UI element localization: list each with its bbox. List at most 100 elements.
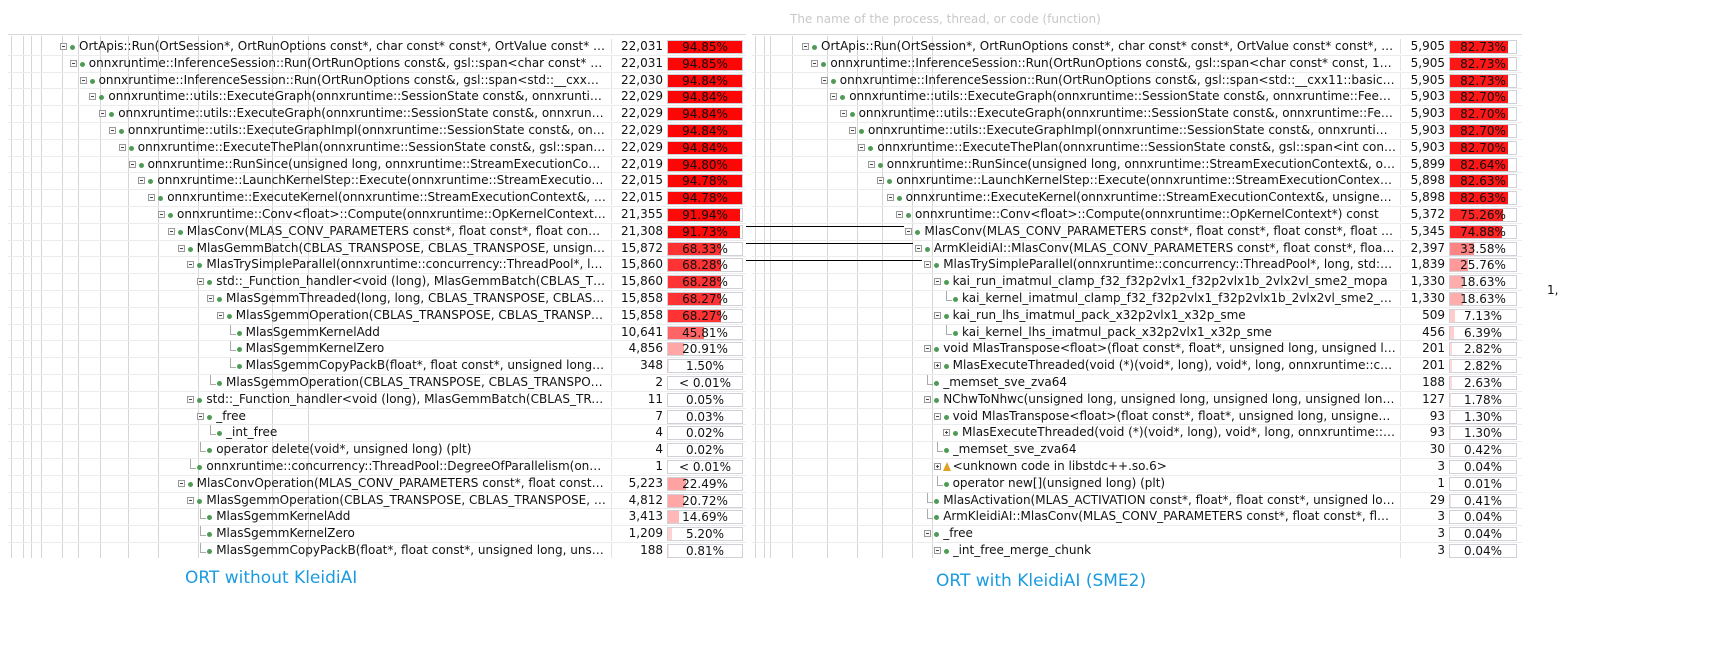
tree-row[interactable]: kai_kernel_imatmul_clamp_f32_f32p2vlx1_f… bbox=[752, 291, 1522, 308]
tree-row[interactable]: MlasSgemmKernelZero 1,209 5.20% bbox=[8, 526, 746, 543]
collapse-icon[interactable] bbox=[830, 93, 838, 101]
collapse-icon[interactable] bbox=[933, 547, 941, 554]
tree-row[interactable]: _memset_sve_zva64 30 0.42% bbox=[752, 442, 1522, 459]
tree-row[interactable]: MlasTrySimpleParallel(onnxruntime::concu… bbox=[8, 257, 746, 275]
collapse-icon[interactable] bbox=[849, 127, 856, 134]
tree-row[interactable]: onnxruntime::InferenceSession::Run(OrtRu… bbox=[8, 72, 746, 90]
collapse-icon[interactable] bbox=[924, 395, 932, 403]
tree-row[interactable]: OrtApis::Run(OrtSession*, OrtRunOptions … bbox=[752, 39, 1522, 56]
tree-row[interactable]: MlasTrySimpleParallel(onnxruntime::concu… bbox=[752, 257, 1522, 275]
tree-row[interactable]: std::_Function_handler<void (long), Mlas… bbox=[8, 391, 746, 409]
tree-row[interactable]: onnxruntime::ExecuteKernel(onnxruntime::… bbox=[752, 190, 1522, 207]
tree-row[interactable]: onnxruntime::utils::ExecuteGraph(onnxrun… bbox=[752, 89, 1522, 107]
expand-icon[interactable] bbox=[933, 362, 941, 370]
tree-row[interactable]: MlasSgemmOperation(CBLAS_TRANSPOSE, CBLA… bbox=[8, 307, 746, 325]
tree-row[interactable]: onnxruntime::Conv<float>::Compute(onnxru… bbox=[752, 207, 1522, 224]
tree-row[interactable]: onnxruntime::concurrency::ThreadPool::De… bbox=[8, 459, 746, 476]
tree-row[interactable]: _int_free 4 0.02% bbox=[8, 425, 746, 443]
collapse-icon[interactable] bbox=[118, 143, 126, 151]
collapse-icon[interactable] bbox=[177, 479, 185, 487]
collapse-icon[interactable] bbox=[811, 59, 819, 67]
tree-row[interactable]: onnxruntime::LaunchKernelStep::Execute(o… bbox=[8, 173, 746, 191]
collapse-icon[interactable] bbox=[867, 160, 875, 168]
tree-row[interactable]: void MlasTranspose<float>(float const*, … bbox=[752, 341, 1522, 359]
tree-row[interactable]: onnxruntime::RunSince(unsigned long, onn… bbox=[8, 156, 746, 174]
collapse-icon[interactable] bbox=[886, 194, 894, 202]
tree-row[interactable]: MlasSgemmOperation(CBLAS_TRANSPOSE, CBLA… bbox=[8, 492, 746, 510]
collapse-icon[interactable] bbox=[187, 261, 195, 269]
tree-row[interactable]: kai_kernel_lhs_imatmul_pack_x32p2vlx1_x3… bbox=[752, 324, 1522, 342]
collapse-icon[interactable] bbox=[187, 496, 195, 504]
collapse-icon[interactable] bbox=[99, 110, 107, 118]
collapse-icon[interactable] bbox=[924, 530, 932, 538]
tree-row[interactable]: onnxruntime::utils::ExecuteGraph(onnxrun… bbox=[8, 106, 746, 123]
tree-row[interactable]: MlasSgemmKernelZero 4,856 20.91% bbox=[8, 341, 746, 359]
tree-row[interactable]: void MlasTranspose<float>(float const*, … bbox=[752, 408, 1522, 426]
collapse-icon[interactable] bbox=[158, 211, 165, 218]
tree-row[interactable]: OrtApis::Run(OrtSession*, OrtRunOptions … bbox=[8, 39, 746, 56]
collapse-icon[interactable] bbox=[89, 93, 97, 101]
tree-row[interactable]: <unknown code in libstdc++.so.6> 3 0.04% bbox=[752, 459, 1522, 476]
tree-row[interactable]: MlasExecuteThreaded(void (*)(void*, long… bbox=[752, 358, 1522, 375]
collapse-icon[interactable] bbox=[905, 227, 913, 235]
tree-row[interactable]: MlasGemmBatch(CBLAS_TRANSPOSE, CBLAS_TRA… bbox=[8, 240, 746, 258]
tree-row[interactable]: ArmKleidiAI::MlasConv(MLAS_CONV_PARAMETE… bbox=[752, 240, 1522, 258]
tree-row[interactable]: onnxruntime::Conv<float>::Compute(onnxru… bbox=[8, 207, 746, 224]
tree-row[interactable]: MlasExecuteThreaded(void (*)(void*, long… bbox=[752, 425, 1522, 443]
collapse-icon[interactable] bbox=[933, 412, 941, 420]
collapse-icon[interactable] bbox=[924, 345, 932, 353]
collapse-icon[interactable] bbox=[877, 177, 885, 185]
tree-row[interactable]: NChwToNhwc(unsigned long, unsigned long,… bbox=[752, 391, 1522, 409]
tree-row[interactable]: MlasConv(MLAS_CONV_PARAMETERS const*, fl… bbox=[8, 223, 746, 241]
tree-row[interactable]: operator new[](unsigned long) (plt) 1 0.01… bbox=[752, 475, 1522, 493]
tree-row[interactable]: onnxruntime::RunSince(unsigned long, onn… bbox=[752, 156, 1522, 174]
collapse-icon[interactable] bbox=[914, 244, 922, 252]
tree-row[interactable]: MlasSgemmKernelAdd 10,641 45.81% bbox=[8, 324, 746, 342]
collapse-icon[interactable] bbox=[138, 177, 146, 185]
tree-row[interactable]: onnxruntime::utils::ExecuteGraphImpl(onn… bbox=[8, 123, 746, 140]
tree-row[interactable]: onnxruntime::utils::ExecuteGraph(onnxrun… bbox=[8, 89, 746, 107]
tree-row[interactable]: onnxruntime::ExecuteThePlan(onnxruntime:… bbox=[8, 139, 746, 157]
tree-row[interactable]: MlasSgemmKernelAdd 3,413 14.69% bbox=[8, 509, 746, 527]
collapse-icon[interactable] bbox=[187, 395, 195, 403]
collapse-icon[interactable] bbox=[839, 110, 847, 118]
tree-row[interactable]: kai_run_imatmul_clamp_f32_f32p2vlx1_f32p… bbox=[752, 274, 1522, 291]
tree-row[interactable]: onnxruntime::InferenceSession::Run(OrtRu… bbox=[752, 55, 1522, 73]
tree-row[interactable]: std::_Function_handler<void (long), Mlas… bbox=[8, 274, 746, 291]
collapse-icon[interactable] bbox=[177, 244, 185, 252]
tree-row[interactable]: _int_free_merge_chunk 3 0.04% bbox=[752, 543, 1522, 558]
tree-row[interactable]: kai_run_lhs_imatmul_pack_x32p2vlx1_x32p_… bbox=[752, 307, 1522, 325]
collapse-icon[interactable] bbox=[197, 278, 205, 286]
tree-row[interactable]: MlasSgemmThreaded(long, long, CBLAS_TRAN… bbox=[8, 291, 746, 308]
expand-icon[interactable] bbox=[933, 463, 941, 470]
collapse-icon[interactable] bbox=[60, 43, 67, 50]
tree-row[interactable]: MlasSgemmOperation(CBLAS_TRANSPOSE, CBLA… bbox=[8, 375, 746, 392]
collapse-icon[interactable] bbox=[148, 194, 156, 202]
tree-row[interactable]: MlasConvOperation(MLAS_CONV_PARAMETERS c… bbox=[8, 475, 746, 493]
collapse-icon[interactable] bbox=[79, 76, 87, 84]
collapse-icon[interactable] bbox=[128, 160, 136, 168]
collapse-icon[interactable] bbox=[802, 43, 809, 50]
collapse-icon[interactable] bbox=[207, 295, 214, 302]
tree-row[interactable]: onnxruntime::utils::ExecuteGraphImpl(onn… bbox=[752, 123, 1522, 140]
collapse-icon[interactable] bbox=[933, 311, 941, 319]
expand-icon[interactable] bbox=[943, 429, 950, 437]
tree-row[interactable]: operator delete(void*, unsigned long) (p… bbox=[8, 442, 746, 459]
tree-row[interactable]: _free 3 0.04% bbox=[752, 526, 1522, 543]
collapse-icon[interactable] bbox=[924, 261, 932, 269]
tree-row[interactable]: ArmKleidiAI::MlasConv(MLAS_CONV_PARAMETE… bbox=[752, 509, 1522, 527]
collapse-icon[interactable] bbox=[216, 311, 224, 319]
collapse-icon[interactable] bbox=[69, 59, 77, 67]
tree-row[interactable]: MlasConv(MLAS_CONV_PARAMETERS const*, fl… bbox=[752, 223, 1522, 241]
collapse-icon[interactable] bbox=[933, 278, 941, 286]
collapse-icon[interactable] bbox=[820, 76, 828, 84]
tree-row[interactable]: onnxruntime::utils::ExecuteGraph(onnxrun… bbox=[752, 106, 1522, 123]
collapse-icon[interactable] bbox=[197, 412, 205, 420]
tree-row[interactable]: _memset_sve_zva64 188 2.63% bbox=[752, 375, 1522, 392]
collapse-icon[interactable] bbox=[896, 211, 903, 218]
tree-row[interactable]: MlasSgemmCopyPackB(float*, float const*,… bbox=[8, 358, 746, 375]
tree-row[interactable]: MlasActivation(MLAS_ACTIVATION const*, f… bbox=[752, 492, 1522, 510]
tree-row[interactable]: onnxruntime::ExecuteThePlan(onnxruntime:… bbox=[752, 139, 1522, 157]
tree-row[interactable]: onnxruntime::LaunchKernelStep::Execute(o… bbox=[752, 173, 1522, 191]
tree-row[interactable]: _free 7 0.03% bbox=[8, 408, 746, 426]
